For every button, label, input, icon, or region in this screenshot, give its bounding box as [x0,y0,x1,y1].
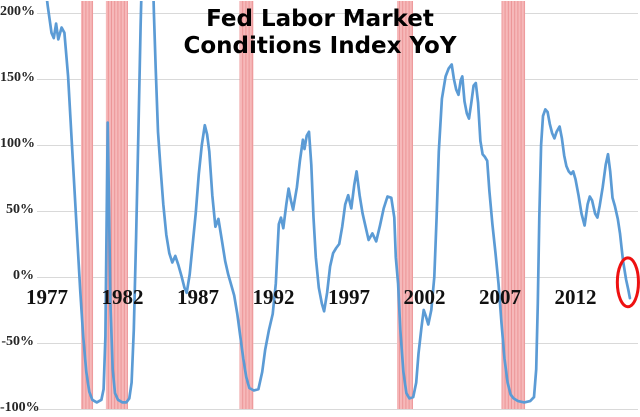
y-tick-label: 0% [13,268,34,283]
y-tick-label: 50% [6,202,34,217]
x-tick-label: 2007 [479,285,521,309]
lmci-line-series [45,1,632,404]
highlight-ellipse [615,256,640,309]
x-tick-label: 1982 [101,285,144,309]
x-tick-label: 1987 [177,285,219,309]
x-tick-label: 1992 [252,285,295,309]
y-tick-label: -50% [1,334,34,349]
x-tick-label: 2012 [554,285,597,309]
x-tick-label: 2002 [403,285,446,309]
y-tick-label: 150% [0,70,35,85]
recession-bands [80,1,526,409]
y-tick-label: 200% [0,4,35,19]
y-tick-label: 100% [0,136,35,151]
y-tick-label: -100% [0,400,40,415]
x-tick-label: 1997 [328,285,370,309]
x-tick-label: 1977 [26,285,68,309]
